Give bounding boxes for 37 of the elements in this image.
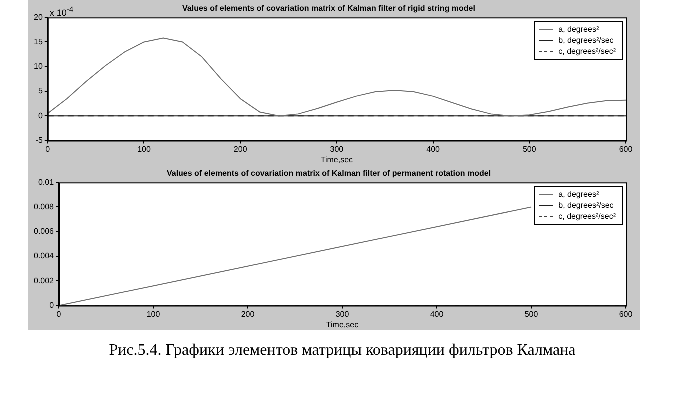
x-tick-label: 100: [138, 144, 152, 154]
x-tick-label: 600: [619, 144, 634, 154]
legend-label: b, degrees²/sec: [558, 200, 614, 211]
chart-title: Values of elements of covariation matrix of Kalman filter of permanent rotation model: [166, 169, 492, 178]
x-tick-label: 600: [619, 310, 634, 319]
legend-label: b, degrees²/sec: [558, 34, 614, 46]
legend-label: a, degrees²: [558, 24, 600, 35]
y-tick-label: 0.004: [34, 252, 55, 261]
text: Рис.5.4. Графики элементов матрицы коварияции фильтров Калмана: [108, 342, 577, 360]
y-tick-label: 0.002: [34, 276, 55, 286]
x-tick-label: 500: [524, 310, 539, 319]
x-tick-label: 100: [146, 310, 161, 319]
y-tick-label: 20: [34, 12, 44, 22]
legend-label: a, degrees²: [558, 188, 600, 200]
x-tick-label: 300: [336, 310, 350, 319]
x-tick-label: 200: [241, 310, 256, 319]
x-axis-title: Time,sec: [326, 320, 359, 330]
y-tick-label: 0.008: [34, 202, 55, 212]
y-tick-label: 15: [34, 37, 44, 46]
x-tick-label: 500: [522, 144, 537, 154]
y-tick-label: -5: [36, 136, 44, 146]
x-tick-label: 300: [330, 144, 344, 154]
y-tick-label: 0: [38, 111, 44, 120]
y-tick-label: 5: [38, 86, 44, 96]
x-tick-label: 200: [234, 144, 248, 154]
annotation: x 10$^{-4}$: [50, 4, 74, 18]
legend-label: c, degrees²/sec²: [558, 210, 616, 222]
x-tick-label: 400: [430, 310, 444, 319]
x-axis-title: Time,sec: [320, 155, 354, 164]
chart-title: Values of elements of covariation matrix of Kalman filter of rigid string model: [182, 4, 476, 14]
x-tick-label: 0: [56, 310, 62, 319]
y-tick-label: 0.01: [38, 178, 55, 187]
x-tick-label: 400: [426, 144, 441, 154]
y-tick-label: 0.006: [34, 227, 55, 236]
y-tick-label: 10: [34, 62, 44, 72]
y-tick-label: 0: [50, 301, 55, 310]
legend-label: c, degrees²/sec²: [558, 46, 616, 57]
